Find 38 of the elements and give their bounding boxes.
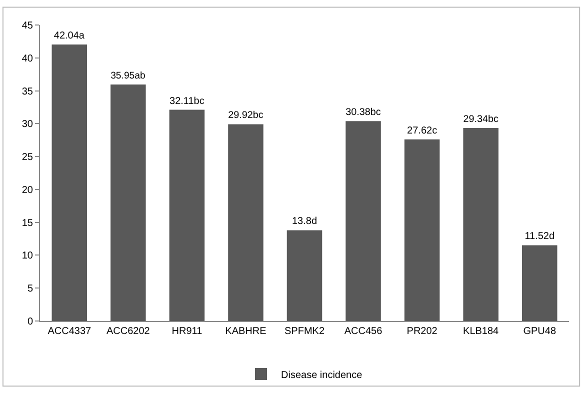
bar [169,110,205,321]
x-tick-label: ACC4337 [48,326,92,337]
bar [286,230,322,321]
x-tick-label: SPFMK2 [284,326,325,337]
bar [346,121,381,321]
data-label: 42.04a [54,30,85,42]
x-tick-label: ACC6202 [106,326,150,337]
y-tick-label: 35 [22,86,34,98]
data-label: 13.8d [292,216,318,228]
y-tick-label: 45 [22,20,34,32]
x-tick-label: GPU48 [523,326,556,337]
x-tick-label: HR911 [172,326,203,337]
data-label: 29.34bc [463,114,498,126]
y-tick-label: 40 [22,53,34,64]
bar [228,124,264,321]
data-label: 30.38bc [346,107,381,118]
y-tick-label: 20 [22,184,34,196]
bar [404,139,440,321]
y-tick-label: 25 [22,152,34,164]
x-tick-label: PR202 [406,326,438,337]
data-label: 32.11bc [170,96,204,107]
y-tick-label: 5 [27,284,34,295]
x-tick-label: KABHRE [225,326,267,337]
y-tick-label: 0 [27,316,34,328]
y-tick-label: 10 [22,250,34,262]
bar [52,44,88,321]
data-label: 35.95ab [110,70,146,82]
x-tick-label: KLB184 [463,326,500,337]
bar [463,128,498,321]
x-tick-label: ACC456 [344,326,383,337]
data-label: 11.52d [524,231,555,242]
bar [522,245,558,321]
data-label: 27.62c [407,125,438,136]
bar [110,84,146,321]
legend-label: Disease incidence [281,370,363,381]
y-tick-label: 30 [22,119,34,130]
y-tick-label: 15 [22,218,34,229]
data-label: 29.92bc [228,110,264,122]
